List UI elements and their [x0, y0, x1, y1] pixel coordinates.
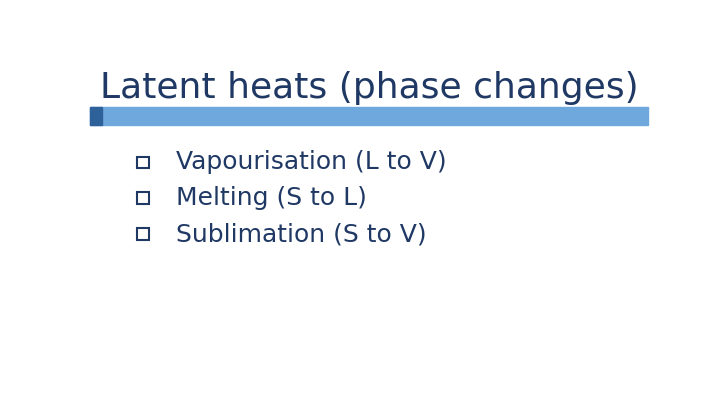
Bar — [90, 107, 648, 125]
Bar — [90, 107, 102, 125]
Text: Melting (S to L): Melting (S to L) — [176, 186, 367, 210]
Text: Vapourisation (L to V): Vapourisation (L to V) — [176, 150, 447, 175]
Text: Latent heats (phase changes): Latent heats (phase changes) — [99, 70, 639, 104]
Text: Sublimation (S to V): Sublimation (S to V) — [176, 222, 427, 246]
